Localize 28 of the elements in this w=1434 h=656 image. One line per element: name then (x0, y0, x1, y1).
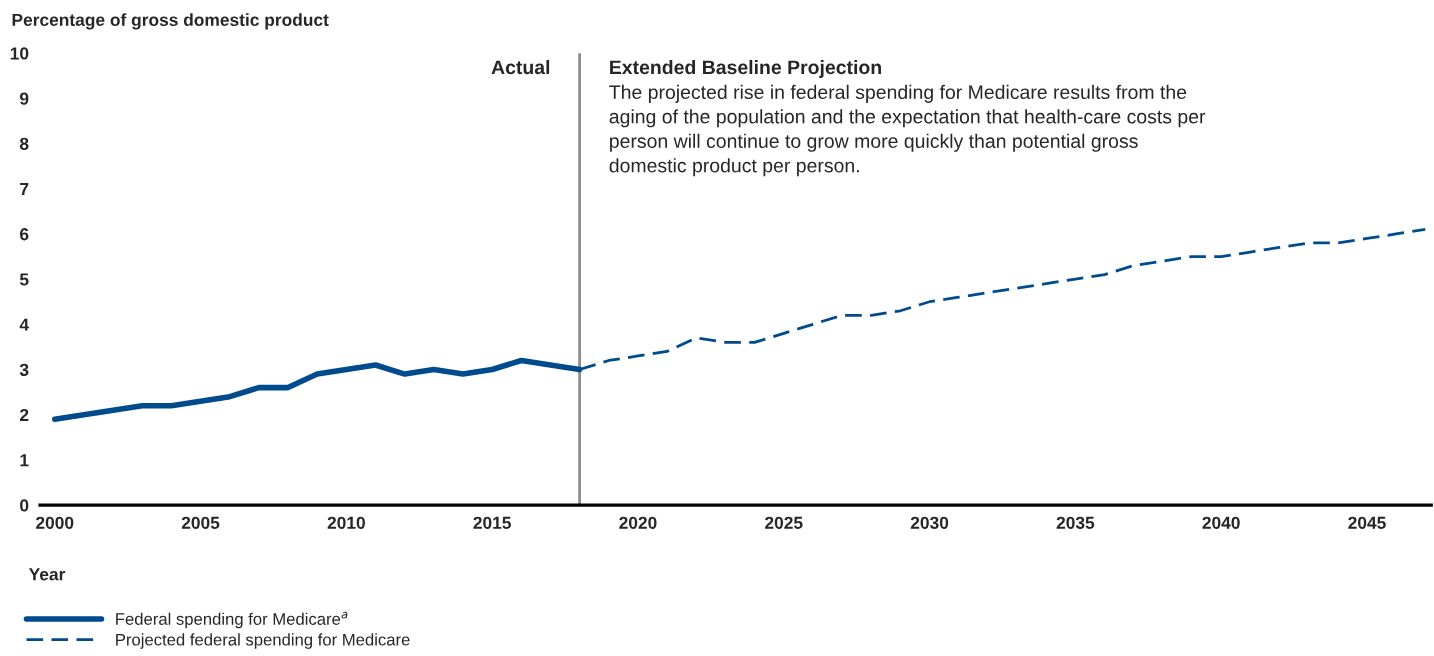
x-tick-label: 2045 (1348, 516, 1386, 529)
legend-label: Federal spending for Medicare$^{a}$ (116, 611, 348, 629)
x-tick-label: 2020 (619, 516, 657, 529)
y-tick-label: 9 (19, 92, 29, 105)
x-tick-label: 2010 (327, 516, 365, 529)
x-tick-label: 2015 (473, 516, 511, 529)
y-tick-label: 0 (20, 499, 29, 512)
y-tick-label: 5 (19, 273, 29, 286)
y-tick-label: 4 (19, 318, 29, 331)
y-tick-label: 2 (19, 408, 29, 422)
x-tick-label: 2040 (1202, 516, 1240, 529)
x-tick-label: 2005 (181, 516, 220, 529)
x-axis-title: Year (28, 568, 66, 581)
annotation: Actual (491, 59, 550, 75)
y-tick-label: 1 (20, 454, 29, 467)
y-tick-label: 10 (10, 47, 29, 60)
x-tick-label: 2000 (36, 516, 74, 529)
y-axis-title: Percentage of gross domestic product (12, 13, 329, 30)
x-tick-label: 2025 (765, 516, 803, 529)
y-tick-label: 6 (20, 228, 29, 241)
y-tick-label: 3 (19, 363, 29, 377)
legend-label: Projected federal spending for Medicare (116, 633, 410, 649)
annotation: The projected rise in federal spending for Medicare results from the aging of the population and the expectation that health-care costs per person will continue to grow more quickly than potential gross domestic product per person. (609, 84, 1206, 177)
annotation: Extended Baseline Projection (610, 59, 881, 79)
x-tick-label: 2030 (910, 516, 949, 530)
y-tick-label: 7 (20, 183, 29, 196)
x-tick-label: 2035 (1056, 516, 1095, 530)
y-tick-label: 8 (19, 137, 29, 150)
